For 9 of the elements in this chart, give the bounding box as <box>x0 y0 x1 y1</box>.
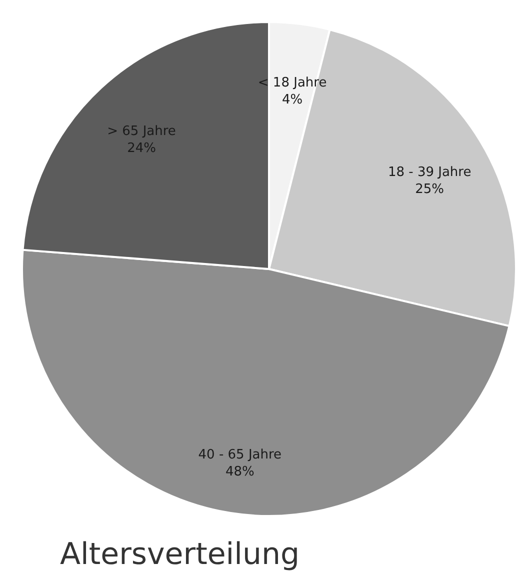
data-label: 24% <box>127 141 156 156</box>
slice-label: 40 - 65 Jahre <box>198 447 282 462</box>
data-label: 25% <box>415 182 444 197</box>
text: Altersverteilung <box>60 537 300 572</box>
slice-label: 18 - 39 Jahre <box>388 164 472 180</box>
data-label: 48% <box>225 464 254 480</box>
slice-label: > 65 Jahre <box>107 124 176 140</box>
slice-label: < 18 Jahre <box>258 76 327 91</box>
data-label: 4% <box>282 92 303 108</box>
